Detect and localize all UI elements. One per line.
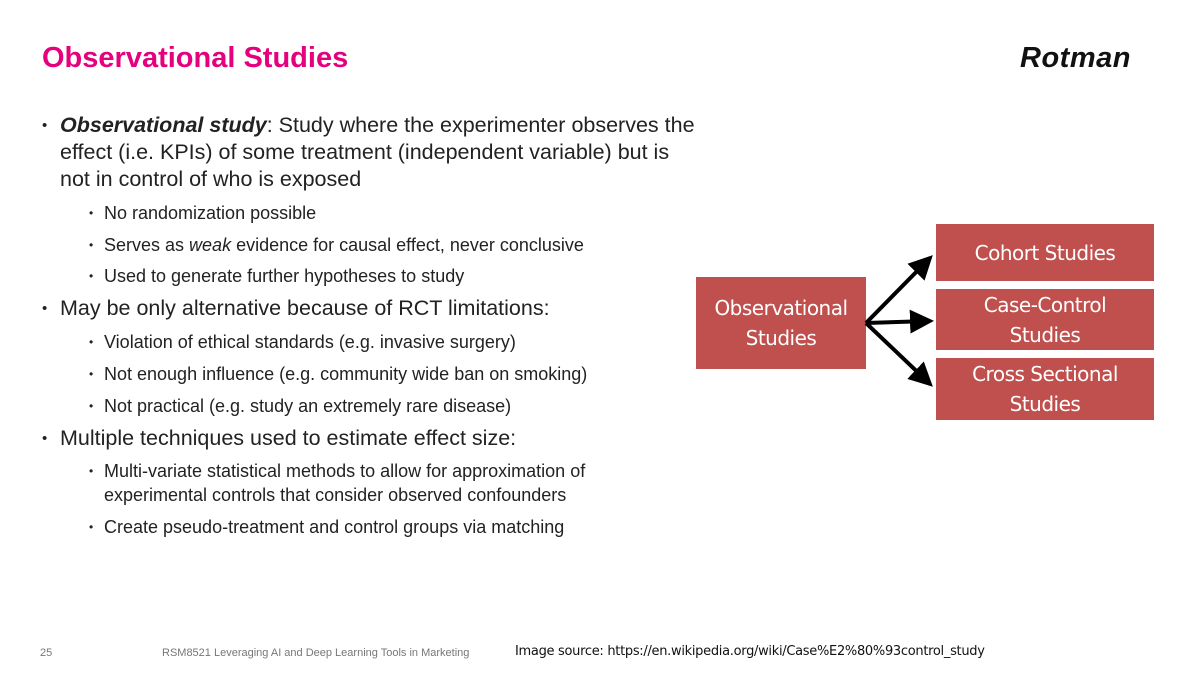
sub-bullet: No randomization possible [89,201,664,225]
label: Observational [714,296,848,320]
observational-studies-box: Observational Studies [696,277,866,369]
rotman-logo: Rotman [1020,42,1131,74]
label: Studies [745,326,817,350]
arrow-to-case-control [865,309,934,334]
text: Serves as [104,235,190,255]
cohort-studies-box: Cohort Studies [936,224,1154,281]
label: Studies [1009,322,1081,347]
sub-bullet: Not practical (e.g. study an extremely r… [89,394,664,418]
bullet-rct-limitations: May be only alternative because of RCT l… [42,295,700,322]
definition: : Study where the experimenter observes … [60,113,695,191]
label: Studies [1009,392,1081,416]
cross-sectional-box: Cross Sectional Studies [936,358,1154,420]
text: evidence for causal effect, never conclu… [231,235,584,255]
sub-bullet: Used to generate further hypotheses to s… [89,264,664,288]
slide-title: Observational Studies [42,42,349,74]
sub-bullet: Multi-variate statistical methods to all… [89,459,664,507]
sub-bullet: Create pseudo-treatment and control grou… [89,515,664,539]
arrow-to-cross-sectional [864,321,933,387]
bullet-techniques: Multiple techniques used to estimate eff… [42,425,700,452]
arrow-to-cohort [864,255,933,325]
label: Case-Control [983,292,1107,317]
bullet-observational-study: Observational study: Study where the exp… [42,112,700,193]
emphasis: weak [189,235,232,255]
term: Observational study [60,113,267,137]
image-source: Image source: https://en.wikipedia.org/w… [515,644,985,659]
sub-bullet: Serves as weak evidence for causal effec… [89,233,664,257]
sub-bullet: Not enough influence (e.g. community wid… [89,362,664,386]
case-control-box: Case-Control Studies [936,289,1154,350]
sub-bullet: Violation of ethical standards (e.g. inv… [89,330,664,354]
page-number: 25 [40,647,53,659]
course-name: RSM8521 Leveraging AI and Deep Learning … [162,647,470,659]
label: Cross Sectional [972,362,1118,386]
